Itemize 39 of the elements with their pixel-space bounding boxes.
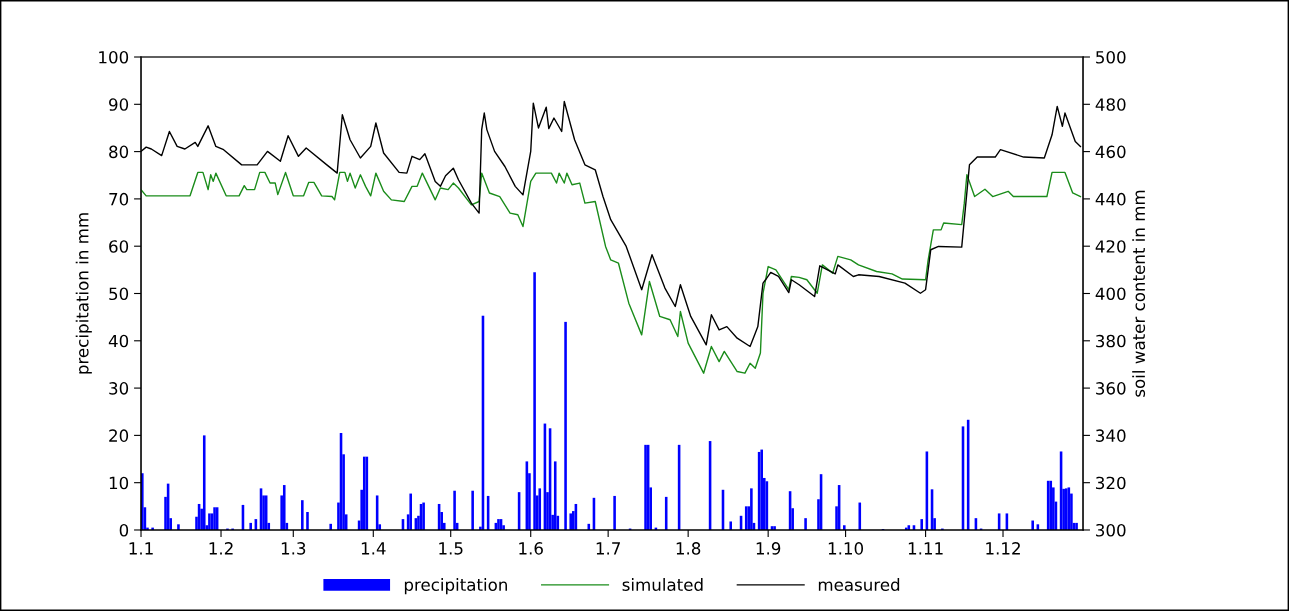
x-tick-label: 1.1 (129, 542, 153, 555)
y-tick-label: 100 (99, 50, 129, 64)
x-tick-label: 1.6 (519, 542, 543, 555)
y2-tick-label: 500 (1096, 50, 1126, 64)
x-tick-label: 1.9 (756, 542, 781, 555)
y2-tick-label: 340 (1096, 429, 1126, 442)
x-tick-label: 1.12 (986, 542, 1020, 555)
y2-tick-label: 400 (1095, 287, 1126, 301)
y-tick-label: 0 (119, 523, 129, 537)
y2-tick-label: 440 (1095, 192, 1126, 206)
x-tick-label: 1.3 (281, 542, 306, 555)
x-tick-label: 1.8 (676, 542, 701, 555)
y2-tick-label: 360 (1096, 382, 1126, 395)
x-tick-label: 1.10 (828, 542, 864, 555)
y-axis-title: precipitation in mm (75, 213, 92, 374)
y-tick-label: 90 (109, 98, 129, 111)
x-tick-label: 1.11 (908, 542, 943, 555)
y2-tick-label: 460 (1095, 145, 1126, 159)
y2-tick-label: 420 (1095, 240, 1126, 253)
y-tick-label: 80 (109, 145, 129, 159)
y2-axis-title: soil water content in mm (1132, 190, 1146, 397)
x-tick-label: 1.2 (209, 542, 233, 555)
x-tick-label: 1.4 (361, 542, 386, 555)
y2-tick-label: 380 (1096, 334, 1126, 348)
y-tick-label: 30 (109, 382, 129, 395)
legend-label: simulated (622, 578, 703, 591)
y-tick-label: 10 (109, 476, 129, 490)
y-tick-label: 70 (109, 192, 129, 206)
y2-tick-label: 300 (1096, 523, 1126, 537)
y2-tick-label: 480 (1095, 98, 1126, 111)
x-tick-label: 1.5 (439, 542, 463, 555)
y-tick-label: 60 (109, 240, 129, 253)
x-tick-label: 1.7 (596, 542, 620, 555)
legend-label: precipitation (404, 578, 507, 595)
y-tick-label: 20 (109, 429, 129, 442)
legend-label: measured (818, 578, 900, 591)
y-tick-label: 50 (109, 287, 129, 301)
y-tick-label: 40 (108, 334, 129, 348)
y2-tick-label: 320 (1096, 476, 1126, 490)
